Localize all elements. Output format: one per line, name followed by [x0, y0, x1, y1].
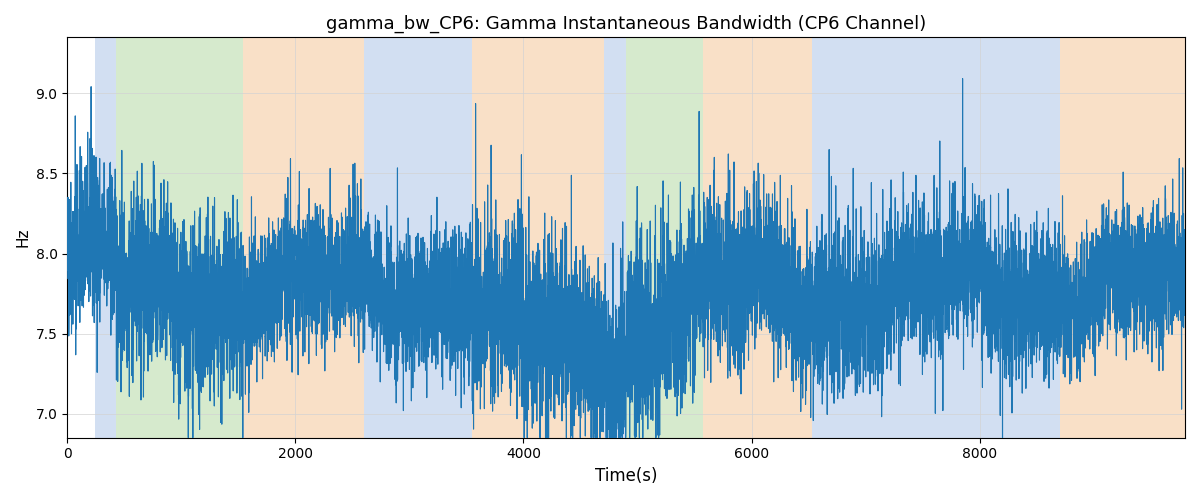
- X-axis label: Time(s): Time(s): [595, 467, 658, 485]
- Bar: [812, 38, 949, 438]
- Y-axis label: Hz: Hz: [16, 228, 30, 248]
- Bar: [949, 38, 1060, 438]
- Bar: [472, 38, 605, 438]
- Bar: [364, 38, 472, 438]
- Bar: [1060, 38, 1186, 438]
- Bar: [242, 38, 364, 438]
- Bar: [626, 38, 702, 438]
- Bar: [605, 38, 626, 438]
- Bar: [116, 38, 242, 438]
- Bar: [702, 38, 812, 438]
- Title: gamma_bw_CP6: Gamma Instantaneous Bandwidth (CP6 Channel): gamma_bw_CP6: Gamma Instantaneous Bandwi…: [326, 15, 926, 34]
- Bar: [95, 38, 116, 438]
